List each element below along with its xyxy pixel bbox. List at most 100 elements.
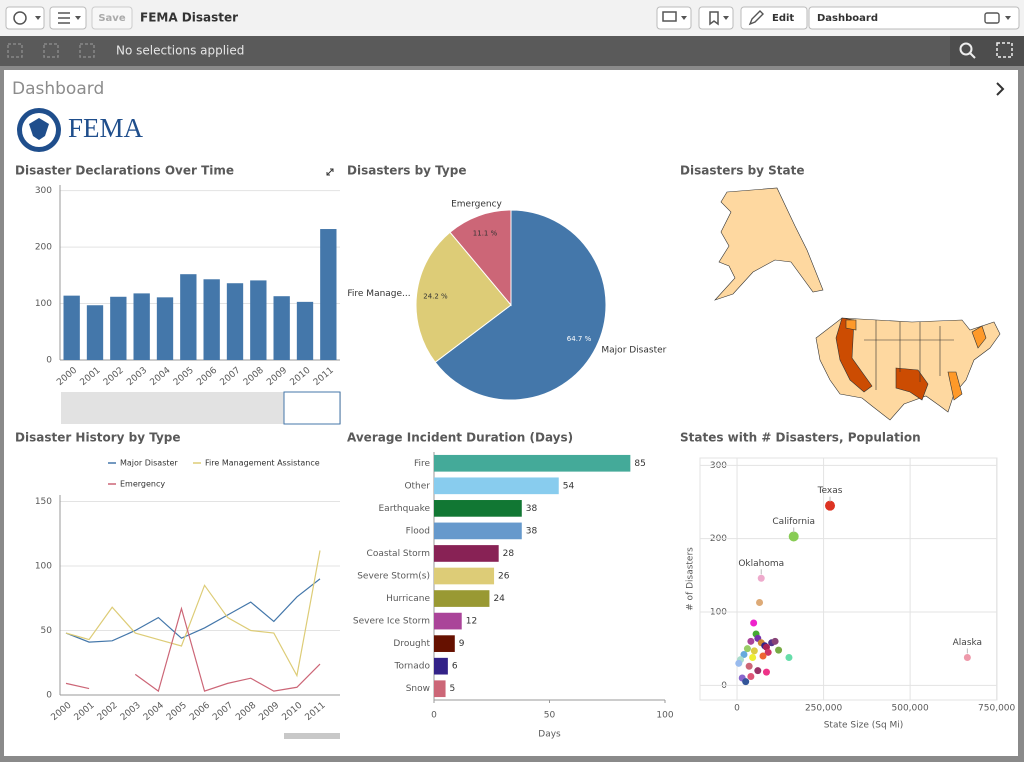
edit-icon [748,10,764,26]
point [747,673,755,681]
value-label: 9 [459,639,465,649]
bar [110,296,127,360]
y-tick-label: 300 [35,186,52,196]
pie-slice [449,209,512,307]
y-tick-label: 0 [46,356,52,366]
value-label: 24 [493,594,505,604]
panel-title: Disasters by Type [347,164,466,178]
series-line [65,550,321,678]
slice-label: Major Disaster [601,346,666,356]
x-tick-label: 250,000 [805,704,842,714]
point [742,678,750,686]
slice-label: Emergency [451,200,502,210]
scroll-window [283,391,341,425]
slice-value-label: 24.2 % [423,292,448,300]
bar [434,454,631,472]
y-tick-label: Flood [406,526,430,536]
present-button[interactable] [656,6,692,30]
save-button[interactable] [91,6,133,30]
bar [86,305,104,360]
next-sheet[interactable] [996,82,1005,96]
bar [180,274,197,360]
y-tick-label: Snow [406,684,430,694]
y-tick-label: 100 [35,561,52,571]
x-tick-label: 50 [544,711,556,721]
bar [434,590,490,607]
bar [203,279,220,360]
panel-title: States with # Disasters, Population [680,431,921,445]
edit-button[interactable] [740,6,808,30]
point [740,651,748,659]
nav-button[interactable] [5,6,45,30]
value-label: 85 [634,459,645,469]
y-tick-label: 100 [35,299,52,309]
app-title: FEMA Disaster [140,11,238,25]
bar [434,635,455,652]
expand-icon [326,168,334,176]
bar [434,567,495,585]
point [825,500,836,511]
bar [273,296,290,360]
y-tick-label: Severe Ice Storm [353,617,430,627]
plot-frame [699,457,998,701]
pie-slice [434,209,607,401]
selection-status: No selections applied [116,44,244,58]
point-label: Texas [817,486,843,496]
y-tick-label: 200 [35,243,52,253]
slice-value-label: 11.1 % [473,230,498,238]
bar [250,280,267,360]
sheet-selector[interactable] [808,6,1020,30]
scrollbar [284,733,340,739]
point [743,645,751,653]
legend-label: Major Disaster [120,459,178,468]
x-tick-label: 100 [656,711,673,721]
fema-seal [17,108,61,152]
save-label[interactable]: Save [98,13,125,24]
x-tick-label: 0 [431,711,437,721]
selection-bar [0,36,1024,66]
point [747,637,755,645]
bar [434,477,559,495]
point [749,653,757,661]
y-tick-label: Earthquake [379,504,431,514]
series-line [65,578,321,643]
bar [434,545,499,562]
list-button[interactable] [49,6,87,30]
bar [434,657,448,675]
map [714,187,1001,421]
x-tick-label: 750,000 [978,704,1015,714]
bar [434,612,462,630]
search-button[interactable] [959,42,976,59]
y-tick-label: Other [404,481,430,491]
point [750,647,758,655]
point-label: Oklahoma [738,559,784,569]
point-label: California [772,517,815,527]
bookmark-button[interactable] [698,6,734,30]
series-line [65,606,321,693]
point [771,637,779,645]
y-tick-label: 50 [41,626,53,636]
point [764,648,772,656]
slice-value-label: 64.7 % [567,335,592,343]
sheet-caret [1005,16,1011,20]
point [750,619,758,627]
bar [434,500,522,517]
point [735,659,743,667]
edit-label[interactable]: Edit [772,13,794,24]
y-tick-label: Severe Storm(s) [357,572,430,582]
value-label: 38 [526,526,538,536]
bar [156,297,174,360]
bar [63,295,80,360]
point [762,668,770,676]
value-label: 12 [466,617,477,627]
panel-title: Disaster History by Type [15,431,181,445]
sheet-title: Dashboard [12,79,104,99]
panel-title: Disaster Declarations Over Time [15,164,234,178]
sheet-icon [984,12,1000,24]
sheet-selector-label[interactable]: Dashboard [817,13,878,24]
y-axis-title: # of Disasters [686,547,696,611]
y-tick-label: Tornado [394,662,431,672]
smart-select-button[interactable] [996,42,1013,58]
